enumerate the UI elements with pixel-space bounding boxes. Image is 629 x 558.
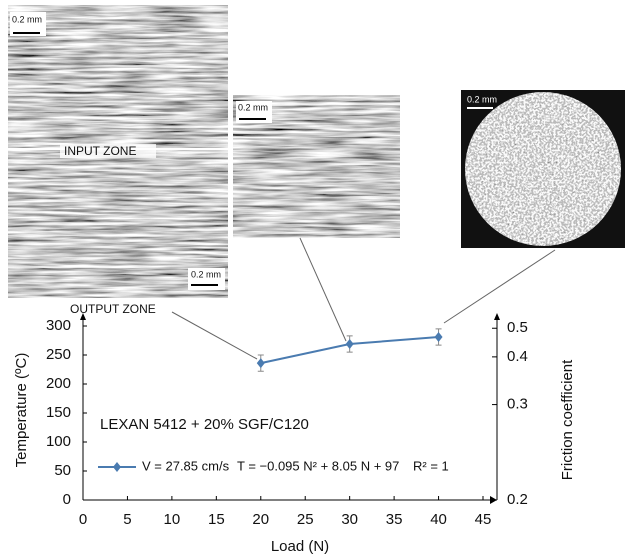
x-tick-label: 10 [164, 511, 181, 528]
r-squared: R² = 1 [413, 458, 449, 473]
y-axis-arrow [80, 313, 86, 320]
x-tick-label: 25 [297, 511, 314, 528]
y-tick-label: 250 [46, 346, 71, 363]
x-tick-label: 15 [208, 511, 225, 528]
x-axis-label: Load (N) [271, 538, 329, 555]
y-tick-label: 50 [54, 462, 71, 479]
y2-tick-label: 0.4 [507, 348, 528, 365]
legend-marker [113, 462, 121, 472]
zone-label-bg [60, 144, 156, 158]
micrographs: 0.2 mm 0.2 mm 0.2 mm 0.2 mm INPUT ZONE O… [8, 5, 625, 360]
zone-label: OUTPUT ZONE [70, 302, 156, 316]
y2-axis-arrow [494, 313, 500, 320]
point [434, 332, 443, 343]
y-tick-label: 150 [46, 404, 71, 421]
point [345, 338, 354, 349]
x-tick-label: 5 [123, 511, 131, 528]
y2-tick-label: 0.5 [507, 319, 528, 336]
scale-label: 0.2 mm [467, 94, 497, 104]
chart-annotation: LEXAN 5412 + 20% SGF/C120 [100, 416, 309, 433]
y2-tick-label: 0.2 [507, 491, 528, 508]
y-tick-label: 100 [46, 433, 71, 450]
y-tick-label: 200 [46, 375, 71, 392]
x-tick-label: 30 [341, 511, 358, 528]
micrograph-right [465, 92, 621, 246]
scale-box [236, 101, 272, 123]
scale-label: 0.2 mm [12, 14, 42, 24]
x-tick-label: 20 [252, 511, 269, 528]
x-tick-label: 0 [79, 511, 87, 528]
y2-tick-label: 0.3 [507, 396, 528, 413]
zone-label: INPUT ZONE [64, 144, 136, 158]
equation: T = −0.095 N² + 8.05 N + 97 [237, 458, 399, 473]
y-tick-label: 0 [63, 491, 71, 508]
point [256, 358, 265, 369]
y2-axis-label: Friction coefficient [559, 359, 576, 480]
legend-label: V = 27.85 cm/s [142, 458, 230, 473]
scale-label: 0.2 mm [238, 102, 268, 112]
leader-line [171, 311, 258, 360]
leader-line [299, 237, 347, 342]
x-tick-label: 45 [475, 511, 492, 528]
x-tick-label: 40 [430, 511, 447, 528]
y-axis-label: Temperature (ºC) [13, 353, 30, 468]
x-tick-label: 35 [386, 511, 403, 528]
y-tick-label: 300 [46, 317, 71, 334]
leader-line [443, 249, 556, 324]
scale-label: 0.2 mm [191, 269, 221, 279]
